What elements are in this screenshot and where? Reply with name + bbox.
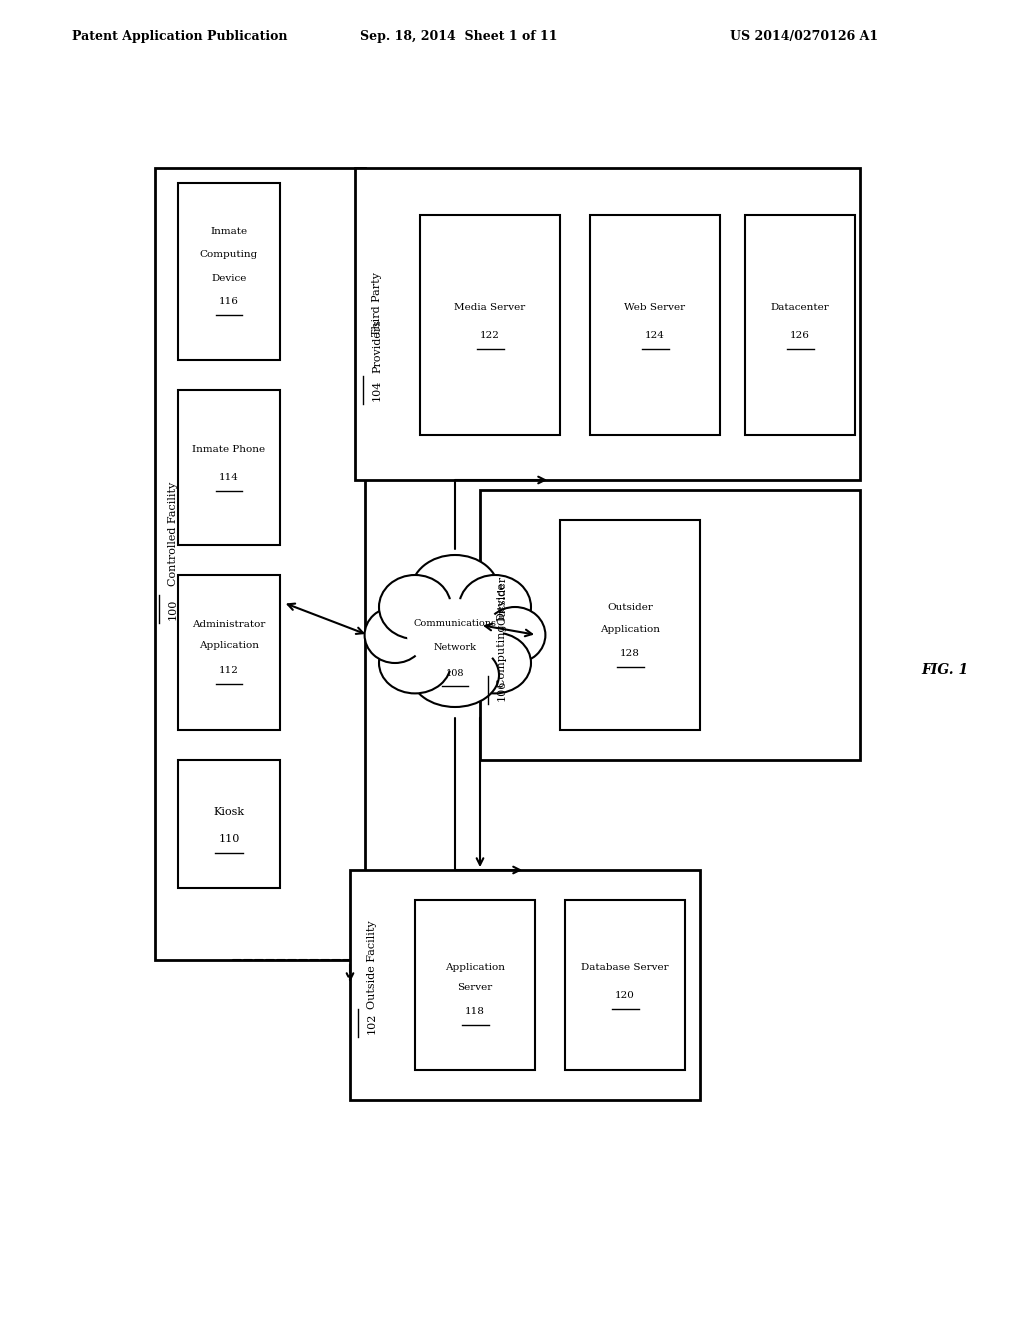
FancyBboxPatch shape bbox=[745, 215, 855, 436]
Text: FIG. 1: FIG. 1 bbox=[922, 663, 969, 677]
FancyBboxPatch shape bbox=[565, 900, 685, 1071]
Text: 118: 118 bbox=[465, 1006, 485, 1015]
Text: Network: Network bbox=[433, 643, 476, 652]
FancyBboxPatch shape bbox=[178, 760, 280, 888]
FancyBboxPatch shape bbox=[355, 168, 860, 480]
Text: Datacenter: Datacenter bbox=[771, 302, 829, 312]
Text: Providers: Providers bbox=[372, 319, 382, 374]
Ellipse shape bbox=[459, 576, 531, 639]
Text: Application: Application bbox=[199, 642, 259, 649]
FancyBboxPatch shape bbox=[178, 576, 280, 730]
Text: Outsider: Outsider bbox=[607, 602, 653, 611]
Text: 122: 122 bbox=[480, 330, 500, 339]
Text: Server: Server bbox=[458, 983, 493, 993]
Text: 126: 126 bbox=[791, 330, 810, 339]
Text: Media Server: Media Server bbox=[455, 302, 525, 312]
Text: 112: 112 bbox=[219, 667, 239, 675]
Ellipse shape bbox=[411, 643, 499, 708]
Text: Outside Facility: Outside Facility bbox=[367, 920, 377, 1010]
Text: 114: 114 bbox=[219, 473, 239, 482]
Ellipse shape bbox=[407, 599, 503, 671]
Text: 128: 128 bbox=[621, 648, 640, 657]
Text: Database Server: Database Server bbox=[582, 962, 669, 972]
Ellipse shape bbox=[484, 607, 546, 663]
Ellipse shape bbox=[365, 607, 425, 663]
Text: 104: 104 bbox=[372, 379, 382, 401]
FancyBboxPatch shape bbox=[480, 490, 860, 760]
FancyBboxPatch shape bbox=[178, 389, 280, 545]
FancyBboxPatch shape bbox=[415, 900, 535, 1071]
Text: Computing Device: Computing Device bbox=[497, 583, 507, 686]
Text: Administrator: Administrator bbox=[193, 620, 265, 630]
Text: Device: Device bbox=[211, 275, 247, 282]
FancyBboxPatch shape bbox=[350, 870, 700, 1100]
Ellipse shape bbox=[379, 632, 451, 693]
Text: Patent Application Publication: Patent Application Publication bbox=[72, 30, 288, 44]
FancyBboxPatch shape bbox=[155, 168, 365, 960]
Ellipse shape bbox=[379, 576, 451, 639]
Text: Communications: Communications bbox=[414, 619, 497, 627]
Text: Inmate: Inmate bbox=[211, 227, 248, 236]
Text: 106: 106 bbox=[497, 680, 507, 701]
Text: Inmate Phone: Inmate Phone bbox=[193, 445, 265, 454]
Text: US 2014/0270126 A1: US 2014/0270126 A1 bbox=[730, 30, 879, 44]
Text: 110: 110 bbox=[218, 834, 240, 843]
Text: Application: Application bbox=[600, 626, 660, 635]
Text: Computing: Computing bbox=[200, 249, 258, 259]
Ellipse shape bbox=[459, 632, 531, 693]
Text: 124: 124 bbox=[645, 330, 665, 339]
FancyBboxPatch shape bbox=[178, 183, 280, 360]
Text: Web Server: Web Server bbox=[625, 302, 685, 312]
FancyBboxPatch shape bbox=[420, 215, 560, 436]
Text: 116: 116 bbox=[219, 297, 239, 306]
Text: 100: 100 bbox=[168, 598, 178, 619]
Ellipse shape bbox=[411, 554, 499, 627]
Text: Application: Application bbox=[445, 962, 505, 972]
Text: Outsider: Outsider bbox=[497, 576, 507, 624]
FancyBboxPatch shape bbox=[560, 520, 700, 730]
Text: Controlled Facility: Controlled Facility bbox=[168, 482, 178, 586]
Text: 102: 102 bbox=[367, 1012, 377, 1034]
Text: Third Party: Third Party bbox=[372, 272, 382, 335]
Text: Kiosk: Kiosk bbox=[213, 807, 245, 817]
Text: 108: 108 bbox=[445, 668, 464, 677]
FancyBboxPatch shape bbox=[590, 215, 720, 436]
Text: Sep. 18, 2014  Sheet 1 of 11: Sep. 18, 2014 Sheet 1 of 11 bbox=[360, 30, 557, 44]
Text: 120: 120 bbox=[615, 990, 635, 999]
